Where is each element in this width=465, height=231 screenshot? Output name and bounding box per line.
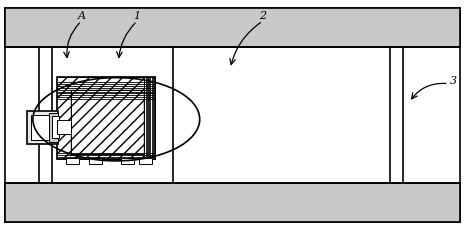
Bar	[71, 91, 144, 155]
Bar	[57, 121, 71, 135]
Bar	[144, 77, 155, 159]
Bar	[49, 113, 59, 142]
Bar	[57, 77, 155, 159]
Text: 2: 2	[259, 11, 266, 21]
Bar	[53, 117, 60, 139]
Bar	[89, 158, 102, 164]
Bar	[57, 77, 155, 159]
Bar	[121, 158, 133, 164]
Bar	[5, 9, 460, 48]
Bar	[31, 116, 54, 140]
Bar	[66, 158, 79, 164]
Text: 1: 1	[133, 11, 141, 21]
Bar	[139, 158, 152, 164]
Text: A: A	[77, 11, 86, 21]
Bar	[27, 111, 59, 144]
Bar	[5, 183, 460, 222]
Text: 3: 3	[450, 76, 457, 86]
Bar	[71, 91, 144, 155]
